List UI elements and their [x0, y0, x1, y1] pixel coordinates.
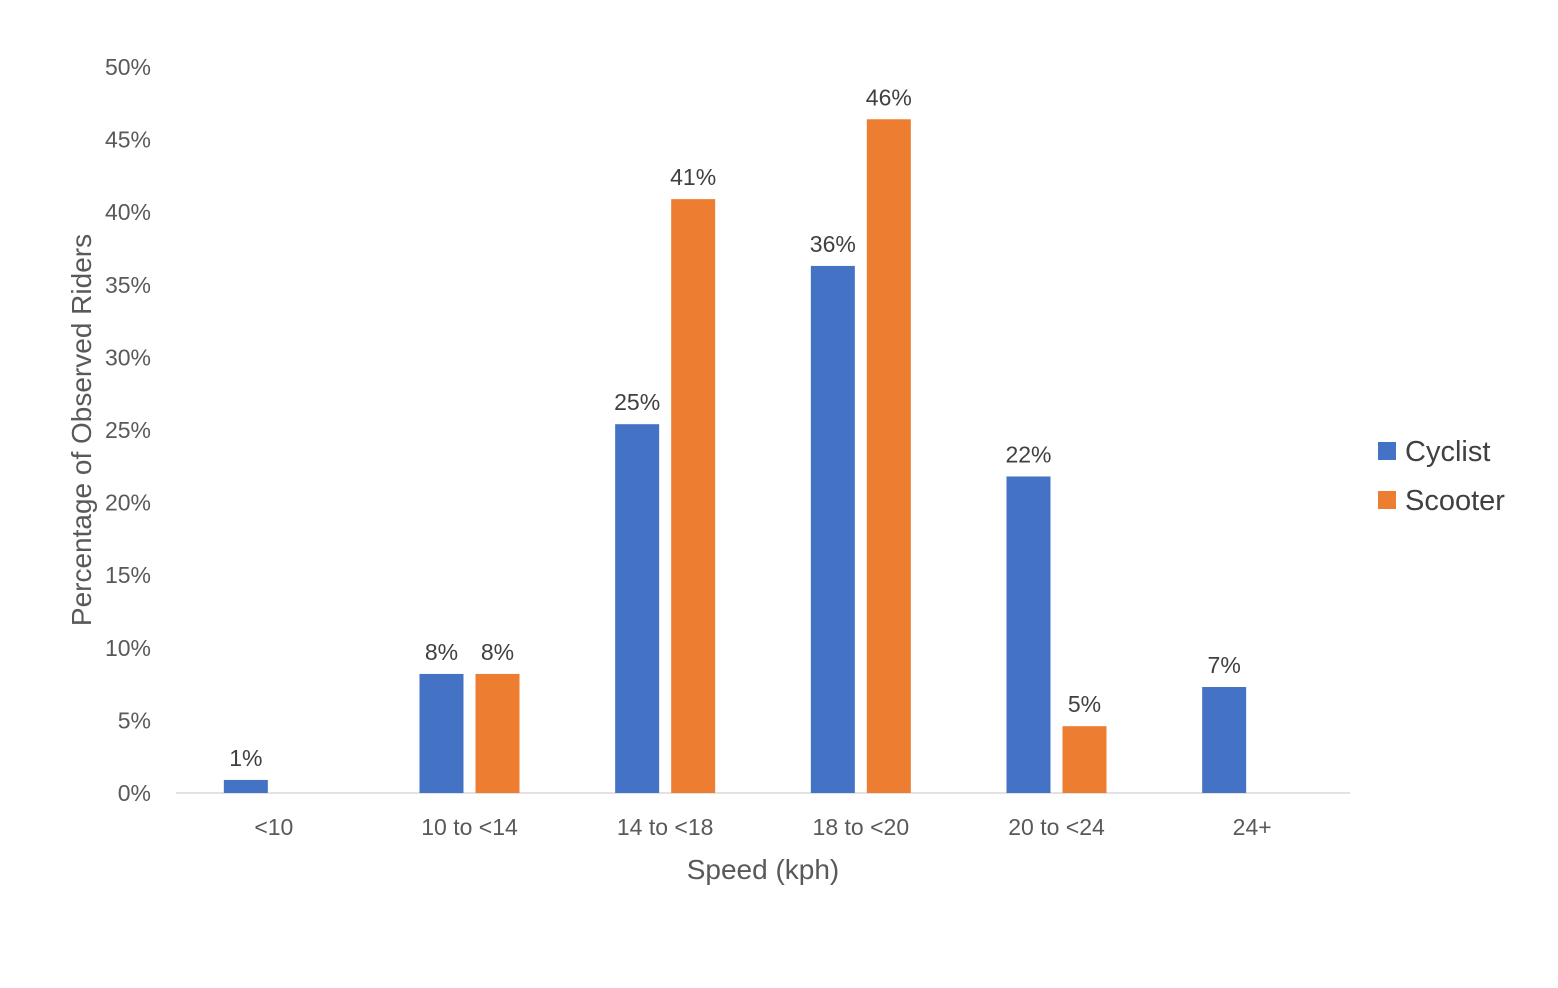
data-label: 25% — [614, 389, 660, 415]
legend-label: Cyclist — [1405, 436, 1490, 468]
y-tick-label: 10% — [105, 635, 151, 661]
x-axis-title: Speed (kph) — [687, 854, 840, 885]
bar-cyclist — [615, 424, 660, 793]
bar-scooter — [866, 119, 911, 794]
y-tick-label: 15% — [105, 562, 151, 588]
x-tick-label: 24+ — [1233, 814, 1272, 840]
legend: Cyclist Scooter — [1378, 436, 1505, 517]
bars — [223, 119, 1247, 794]
data-label: 41% — [670, 164, 716, 190]
y-tick-label: 35% — [105, 272, 151, 298]
bar-scooter — [475, 673, 520, 793]
bar-cyclist — [810, 265, 855, 793]
data-label: 8% — [481, 639, 514, 665]
x-tick-label: 14 to <18 — [617, 814, 714, 840]
y-tick-label: 0% — [118, 780, 151, 806]
bar-scooter — [671, 199, 716, 793]
legend-swatch — [1378, 442, 1396, 460]
y-tick-label: 45% — [105, 127, 151, 153]
data-labels: 1% 8% 8% 25% 41% 36% 46% 22% 5% 7% — [229, 84, 1241, 771]
x-tick-label: 10 to <14 — [421, 814, 518, 840]
y-tick-label: 40% — [105, 199, 151, 225]
bar-cyclist — [1202, 687, 1247, 793]
y-tick-label: 25% — [105, 417, 151, 443]
y-axis-title: Percentage of Observed Riders — [66, 234, 97, 626]
data-label: 1% — [229, 745, 262, 771]
data-label: 8% — [425, 639, 458, 665]
bar-cyclist — [419, 673, 464, 793]
x-tick-label: 20 to <24 — [1008, 814, 1105, 840]
legend-swatch — [1378, 491, 1396, 509]
x-tick-label: 18 to <20 — [813, 814, 910, 840]
data-label: 46% — [866, 84, 912, 110]
bar-cyclist — [223, 779, 268, 793]
data-label: 5% — [1068, 691, 1101, 717]
bar-scooter — [1062, 726, 1107, 793]
y-tick-label: 5% — [118, 707, 151, 733]
x-axis-ticks: <10 10 to <14 14 to <18 18 to <20 20 to <24 2… — [254, 814, 1271, 840]
data-label: 7% — [1208, 652, 1241, 678]
x-tick-label: <10 — [254, 814, 293, 840]
y-tick-label: 20% — [105, 490, 151, 516]
data-label: 36% — [810, 231, 856, 257]
y-axis-ticks: 0% 5% 10% 15% 20% 25% 30% 35% 40% 45% 50% — [105, 54, 151, 806]
data-label: 22% — [1005, 441, 1051, 467]
y-tick-label: 30% — [105, 344, 151, 370]
bar-cyclist — [1006, 476, 1051, 793]
legend-label: Scooter — [1405, 485, 1505, 517]
y-tick-label: 50% — [105, 54, 151, 80]
